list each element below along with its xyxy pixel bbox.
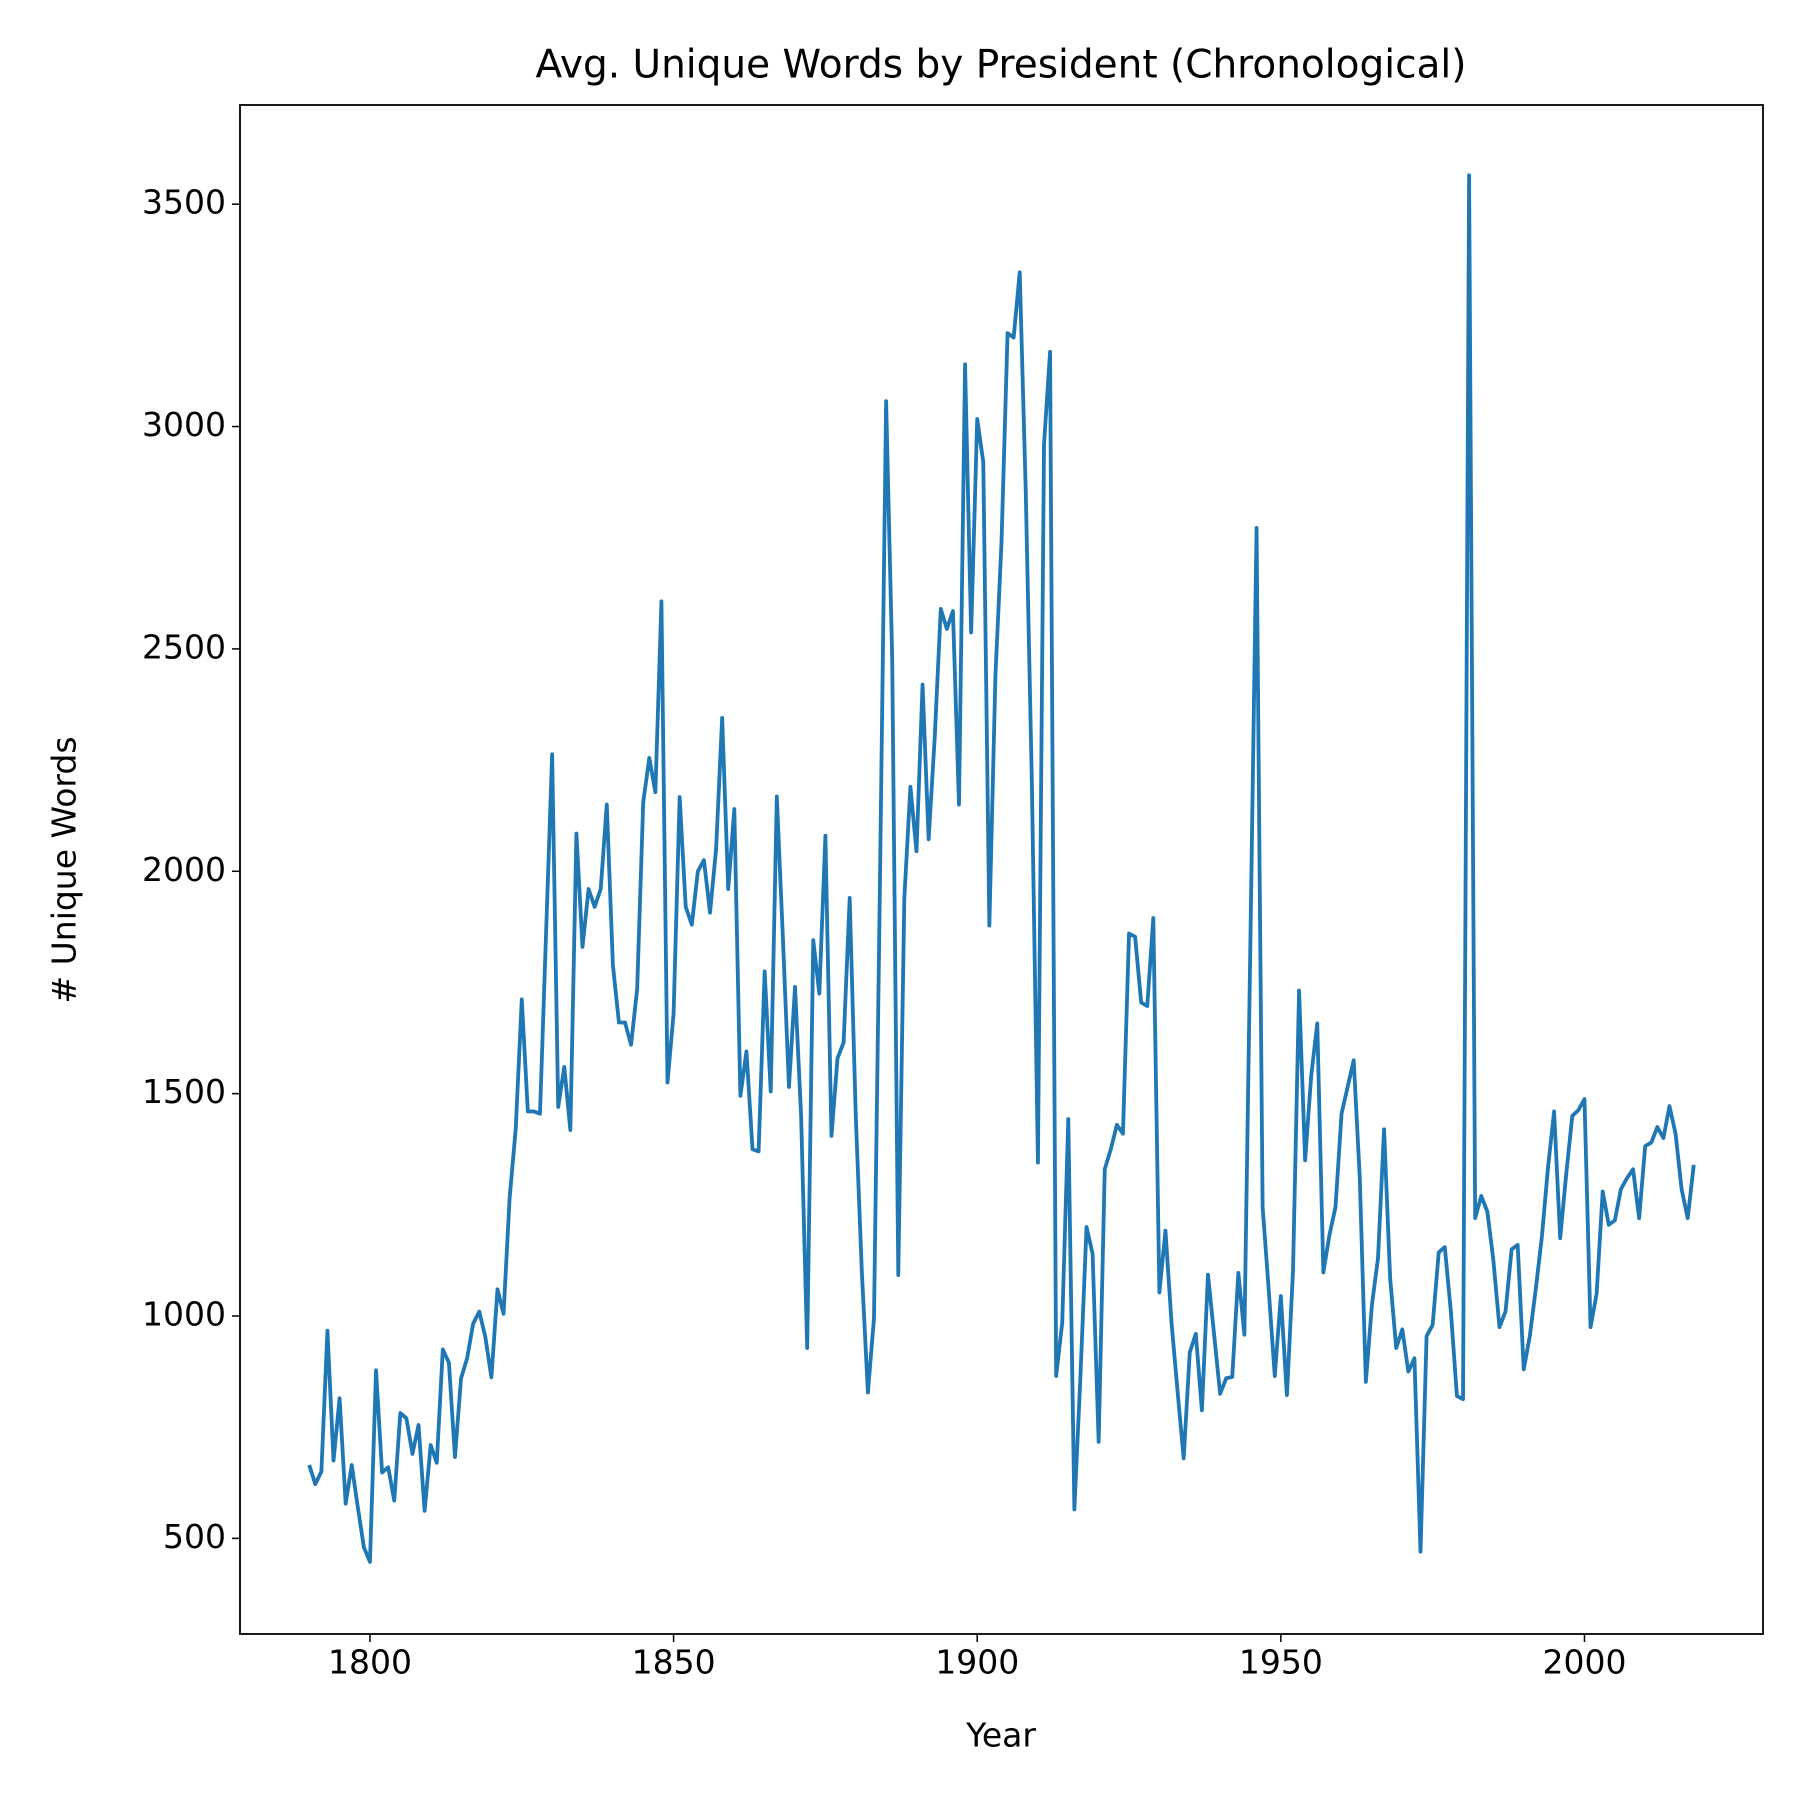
y-tick-label: 2000 bbox=[142, 850, 226, 889]
x-tick-label: 2000 bbox=[1542, 1643, 1626, 1682]
x-tick-label: 1800 bbox=[328, 1643, 412, 1682]
x-tick-label: 1950 bbox=[1239, 1643, 1323, 1682]
y-tick-label: 3000 bbox=[142, 405, 226, 444]
x-tick-label: 1900 bbox=[935, 1643, 1019, 1682]
plot-frame bbox=[239, 104, 1764, 1635]
y-tick-label: 500 bbox=[163, 1517, 226, 1556]
y-axis-label: # Unique Words bbox=[45, 736, 84, 1003]
y-tick-label: 3500 bbox=[142, 183, 226, 222]
y-tick-label: 2500 bbox=[142, 627, 226, 666]
y-tick-label: 1500 bbox=[142, 1072, 226, 1111]
y-tick-label: 1000 bbox=[142, 1295, 226, 1334]
data-line bbox=[307, 173, 1696, 1564]
x-axis-label: Year bbox=[965, 1716, 1036, 1755]
x-tick-label: 1850 bbox=[632, 1643, 716, 1682]
chart-title: Avg. Unique Words by President (Chronolo… bbox=[536, 43, 1467, 88]
